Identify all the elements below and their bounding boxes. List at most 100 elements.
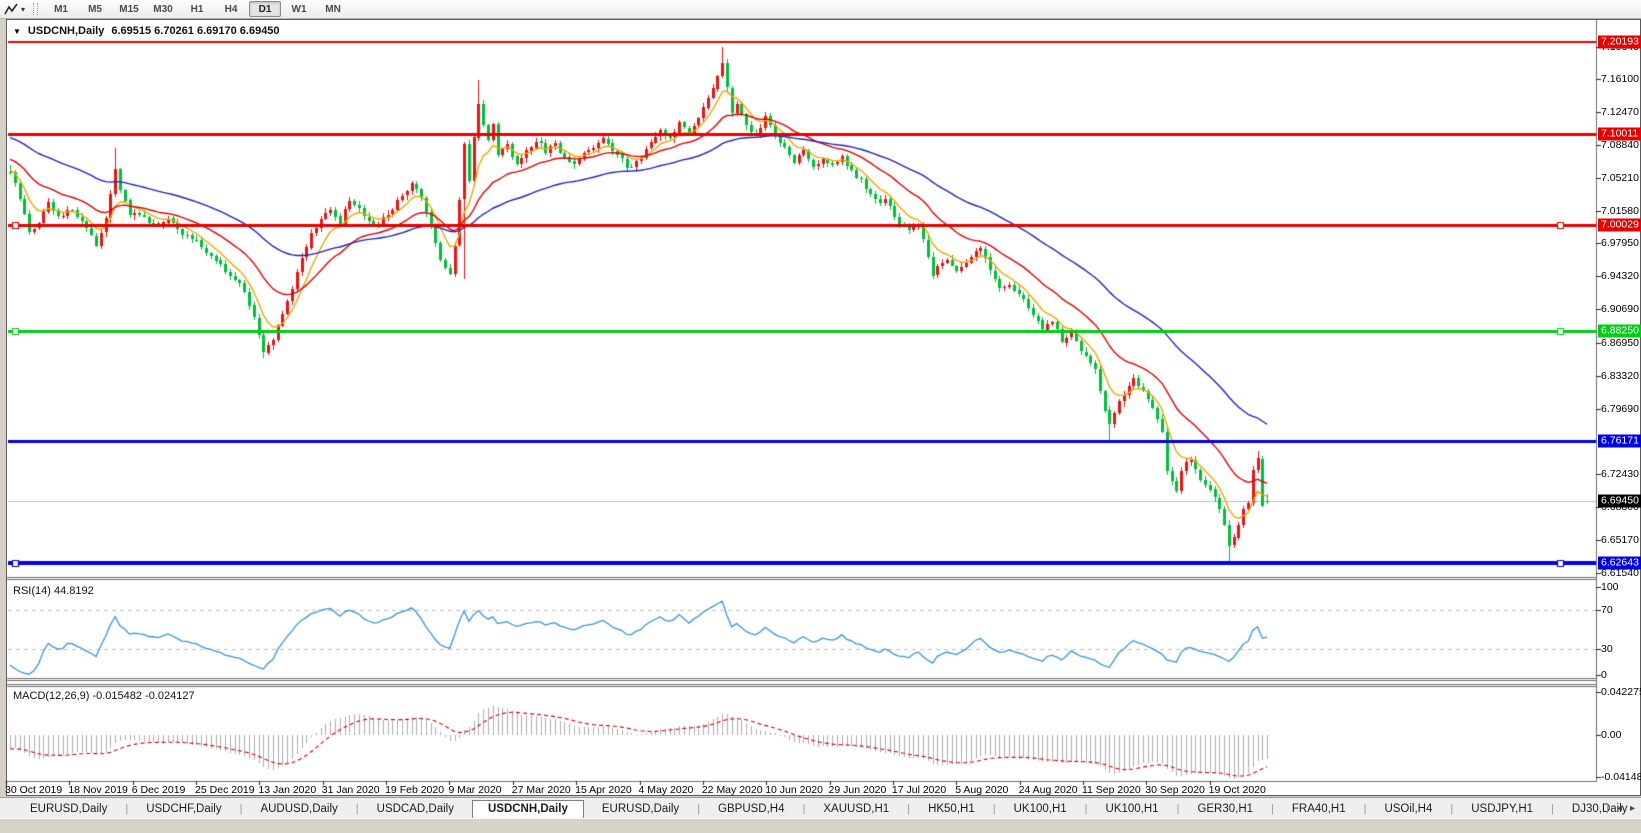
- tab-separator: |: [239, 802, 243, 815]
- timeframe-button-m1[interactable]: M1: [54, 3, 68, 15]
- tab-scroll-arrows: | ◂ ▸: [1606, 802, 1635, 814]
- date-tick-label: 29 Jun 2020: [828, 784, 887, 796]
- tab-separator: |: [355, 802, 359, 815]
- chart-ohlc-info: ▼ USDCNH,Daily 6.69515 6.70261 6.69170 6…: [13, 25, 280, 37]
- chart-tab-hk50-h1[interactable]: HK50,H1: [928, 803, 975, 815]
- timeframe-button-h1[interactable]: H1: [190, 3, 204, 15]
- chart-tab-eurusd-daily[interactable]: EURUSD,Daily: [30, 803, 108, 815]
- indicators-icon[interactable]: ▾: [0, 1, 29, 17]
- date-tick-label: 18 Nov 2019: [68, 784, 128, 796]
- level-price-badge: 6.88250: [1598, 324, 1641, 338]
- price-tick-label: 6.79690: [1601, 402, 1639, 415]
- chart-tab-audusd-daily[interactable]: AUDUSD,Daily: [260, 803, 338, 815]
- date-tick-label: 24 Aug 2020: [1018, 784, 1078, 796]
- dropdown-arrow-icon[interactable]: ▾: [21, 4, 26, 14]
- chart-tabs: EURUSD,Daily | USDCHF,Daily | AUDUSD,Daily | U…: [14, 799, 1641, 819]
- chart-tab-usdjpy-h1[interactable]: USDJPY,H1: [1471, 803, 1534, 815]
- date-tick-label: 30 Sep 2020: [1145, 784, 1205, 796]
- status-bar: [0, 818, 1641, 833]
- toolbar-grip-handle[interactable]: [33, 3, 39, 15]
- level-price-badge: 7.00029: [1598, 218, 1641, 232]
- date-tick-label: 15 Apr 2020: [575, 784, 632, 796]
- date-tick-label: 5 Aug 2020: [955, 784, 1009, 796]
- chart-tab-fra40-h1[interactable]: FRA40,H1: [1291, 803, 1346, 815]
- chart-tab-xauusd-h1[interactable]: XAUUSD,H1: [823, 803, 890, 815]
- chart-tab-uk100-h1[interactable]: UK100,H1: [1105, 803, 1159, 815]
- level-price-badge: 6.76171: [1598, 434, 1641, 448]
- timeframe-button-m15[interactable]: M15: [119, 3, 139, 15]
- price-tick-label: 6.86950: [1601, 336, 1639, 349]
- chart-symbol-period: USDCNH,Daily: [27, 25, 105, 37]
- chart-tab-ger30-h1[interactable]: GER30,H1: [1197, 803, 1254, 815]
- tab-separator: |: [1450, 802, 1454, 815]
- date-tick-label: 19 Feb 2020: [385, 784, 445, 796]
- date-tick-label: 31 Jan 2020: [321, 784, 380, 796]
- tab-scroll-right-icon[interactable]: ▸: [1629, 802, 1635, 814]
- date-tick-label: 19 Oct 2020: [1208, 784, 1266, 796]
- price-tick-label: 7.05210: [1601, 171, 1639, 184]
- price-tick-label: 7.01580: [1601, 204, 1639, 217]
- macd-tick-label: 0.042275: [1601, 686, 1641, 699]
- timeframe-button-h4[interactable]: H4: [224, 3, 238, 15]
- price-tick-label: 6.94320: [1601, 270, 1639, 283]
- tab-separator: |: [1271, 802, 1274, 815]
- rsi-tick-label: 100: [1601, 581, 1619, 593]
- macd-tick-label: 0.00: [1601, 729, 1622, 741]
- date-tick-label: 22 May 2020: [701, 784, 763, 796]
- tab-separator: |: [1363, 802, 1367, 815]
- date-tick-label: 25 Dec 2019: [195, 784, 255, 796]
- tab-separator: |: [697, 802, 701, 815]
- current-price-badge: 6.69450: [1598, 494, 1641, 508]
- tab-separator: |: [992, 802, 996, 815]
- date-tick-label: 4 May 2020: [638, 784, 694, 796]
- date-tick-label: 10 Jun 2020: [765, 784, 823, 796]
- price-tick-label: 6.83320: [1601, 369, 1639, 382]
- date-tick-label: 6 Dec 2019: [131, 784, 186, 796]
- timeframe-button-m30[interactable]: M30: [153, 3, 173, 15]
- price-tick-label: 6.61540: [1601, 566, 1639, 579]
- chart-tab-usdchf-daily[interactable]: USDCHF,Daily: [146, 803, 222, 815]
- chart-quote-values: 6.69515 6.70261 6.69170 6.69450: [111, 25, 280, 37]
- timeframe-button-m5[interactable]: M5: [88, 3, 102, 15]
- collapse-triangle-icon[interactable]: ▼: [13, 26, 21, 36]
- chart-tab-usdcad-daily[interactable]: USDCAD,Daily: [376, 803, 454, 815]
- timeframe-buttons: M1 M5 M15 M30 H1 H4 D1 W1 MN: [44, 1, 350, 17]
- macd-indicator-label: MACD(12,26,9) -0.015482 -0.024127: [13, 690, 195, 702]
- chart-tab-usoil-h4[interactable]: USOil,H4: [1384, 803, 1433, 815]
- chart-tab-eurusd-daily[interactable]: EURUSD,Daily: [601, 803, 680, 815]
- tab-separator: |: [125, 802, 129, 815]
- zigzag-chart-icon: [4, 3, 18, 14]
- price-tick-label: 7.12470: [1601, 105, 1639, 118]
- price-tick-label: 6.65170: [1601, 534, 1639, 547]
- timeframe-toolbar: ▾ M1 M5 M15 M30 H1 H4 D1 W1 MN: [0, 0, 1641, 19]
- chart-tab-uk100-h1[interactable]: UK100,H1: [1013, 803, 1067, 815]
- tab-separator: |: [802, 802, 806, 815]
- chart-tab-gbpusd-h4[interactable]: GBPUSD,H4: [718, 803, 785, 815]
- timeframe-button-mn[interactable]: MN: [325, 3, 341, 15]
- level-price-badge: 7.20193: [1598, 35, 1641, 49]
- tab-scroll-left-icon[interactable]: ◂: [1616, 802, 1622, 814]
- price-tick-label: 7.08840: [1601, 138, 1639, 151]
- rsi-tick-label: 0: [1601, 669, 1607, 681]
- date-tick-label: 13 Jan 2020: [258, 784, 317, 796]
- level-price-badge: 6.62643: [1598, 556, 1641, 570]
- date-tick-label: 27 Mar 2020: [511, 784, 571, 796]
- timeframe-button-w1[interactable]: W1: [291, 3, 307, 15]
- chart-tab-dj30-daily[interactable]: DJ30,Daily: [1571, 803, 1628, 815]
- date-tick-label: 17 Jul 2020: [891, 784, 947, 796]
- tab-separator: |: [1551, 802, 1554, 815]
- date-tick-label: 9 Mar 2020: [448, 784, 502, 796]
- chart-tabbar: EURUSD,Daily | USDCHF,Daily | AUDUSD,Daily | U…: [0, 797, 1641, 819]
- chart-tab-usdcnh-daily[interactable]: USDCNH,Daily: [471, 800, 584, 819]
- macd-tick-label: -0.04148: [1601, 771, 1641, 783]
- price-tick-label: 6.72430: [1601, 468, 1639, 481]
- timeframe-button-d1[interactable]: D1: [249, 1, 282, 17]
- price-tick-label: 6.90690: [1601, 303, 1639, 316]
- tab-separator: |: [1084, 802, 1088, 815]
- rsi-tick-label: 70: [1601, 604, 1613, 617]
- price-tick-label: 7.16100: [1601, 73, 1639, 86]
- price-tick-label: 6.97950: [1601, 237, 1639, 250]
- level-price-badge: 7.10011: [1598, 127, 1641, 141]
